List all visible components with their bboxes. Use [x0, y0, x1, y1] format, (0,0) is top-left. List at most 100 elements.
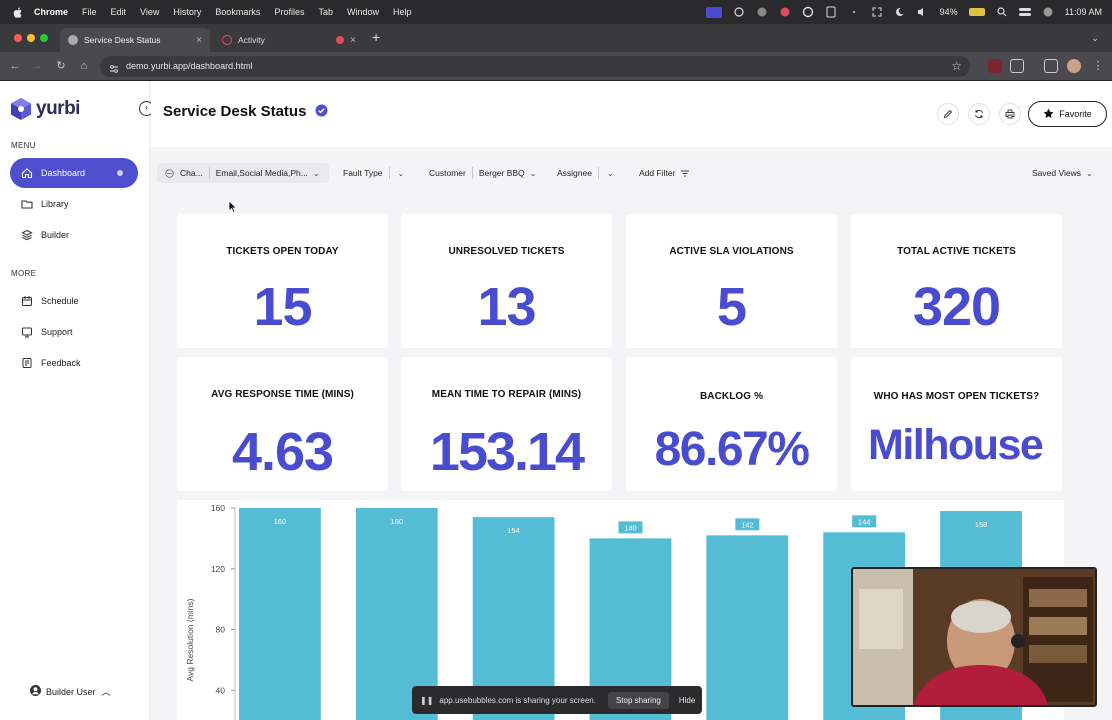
sidebar-item-dashboard[interactable]: Dashboard [10, 158, 138, 188]
cloud-icon[interactable] [733, 6, 745, 18]
volume-icon[interactable] [917, 6, 929, 18]
dots-icon[interactable] [848, 6, 860, 18]
y-tick-label: 120 [211, 564, 225, 574]
sidebar-item-support[interactable]: Support [10, 317, 138, 347]
y-tick-label: 40 [216, 685, 226, 695]
fault-type-label: Fault Type [343, 168, 383, 178]
site-info-icon[interactable] [109, 61, 119, 73]
menu-history[interactable]: History [173, 7, 202, 17]
sidebar-item-library[interactable]: Library [10, 189, 138, 219]
assignee-label: Assignee [557, 168, 592, 178]
extensions-puzzle-icon[interactable] [1010, 59, 1024, 73]
battery-icon[interactable] [968, 8, 985, 16]
kpi-card-backlog-percent[interactable]: BACKLOG % 86.67% [626, 357, 837, 491]
screen-share-message: app.usebubbles.com is sharing your scree… [439, 695, 596, 705]
close-tab-icon[interactable]: × [196, 34, 202, 46]
y-tick-label: 80 [216, 625, 226, 635]
sidebar-item-label: Dashboard [41, 168, 86, 178]
bookmark-star-icon[interactable]: ☆ [951, 59, 962, 73]
print-button[interactable] [999, 103, 1021, 125]
tab-service-desk-status[interactable]: Service Desk Status × [60, 28, 210, 52]
menu-tab[interactable]: Tab [318, 7, 333, 17]
refresh-button[interactable] [968, 103, 990, 125]
extension-icon[interactable] [988, 59, 1002, 73]
user-icon[interactable] [1042, 6, 1054, 18]
verified-badge-icon [315, 104, 328, 117]
filter-separator [471, 167, 473, 179]
menubar-app-name[interactable]: Chrome [34, 7, 69, 17]
back-icon[interactable]: ← [9, 60, 21, 72]
stop-sharing-button[interactable]: Stop sharing [607, 691, 669, 709]
tab-search-icon[interactable]: ⌄ [1091, 33, 1099, 43]
tab-activity[interactable]: Activity × [214, 28, 364, 52]
menu-profiles[interactable]: Profiles [274, 7, 305, 17]
bar[interactable] [706, 535, 789, 720]
screen-share-icon[interactable] [705, 6, 722, 18]
pause-icon[interactable]: ❚❚ [420, 695, 434, 705]
globe-icon [68, 35, 78, 45]
favorite-button[interactable]: Favorite [1028, 101, 1107, 127]
kpi-title: TOTAL ACTIVE TICKETS [897, 246, 1016, 257]
sidebar-item-builder[interactable]: Builder [10, 220, 138, 250]
calculator-icon[interactable] [825, 6, 837, 18]
tab-group-icon[interactable] [1044, 59, 1058, 73]
close-window-icon[interactable] [14, 34, 22, 42]
maximize-window-icon[interactable] [40, 34, 48, 42]
saved-views-dropdown[interactable]: Saved Views ⌄ [1032, 163, 1093, 183]
assignee-filter[interactable]: Assignee ⌄ [557, 163, 614, 183]
bar[interactable] [355, 508, 438, 720]
globe-icon[interactable] [756, 6, 768, 18]
forward-icon[interactable]: → [31, 60, 43, 72]
kpi-card-avg-response-time[interactable]: AVG RESPONSE TIME (MINS) 4.63 [177, 357, 388, 491]
user-avatar-icon [30, 685, 41, 698]
new-tab-icon[interactable]: + [372, 29, 381, 45]
webcam-overlay[interactable] [851, 567, 1097, 707]
moon-icon[interactable] [894, 6, 906, 18]
data-label: 144 [858, 517, 871, 526]
customer-filter-value: Berger BBQ [478, 168, 525, 178]
menu-view[interactable]: View [140, 7, 160, 17]
customer-filter-label: Customer [429, 168, 466, 178]
sidebar-item-feedback[interactable]: Feedback [10, 348, 138, 378]
reload-icon[interactable]: ↻ [56, 60, 66, 72]
activity-icon [222, 35, 232, 45]
kpi-value: 5 [716, 277, 747, 337]
fault-type-filter[interactable]: Fault Type ⌄ [343, 163, 404, 183]
home-icon[interactable]: ⌂ [80, 60, 88, 72]
kpi-card-mean-time-to-repair[interactable]: MEAN TIME TO REPAIR (MINS) 153.14 [401, 357, 612, 491]
customer-filter[interactable]: Customer Berger BBQ ⌄ [429, 163, 536, 183]
refresh-icon [975, 109, 983, 119]
profile-avatar[interactable] [1067, 59, 1081, 73]
bar[interactable] [239, 508, 321, 720]
apple-icon[interactable] [12, 6, 24, 18]
yurbi-logo-icon [11, 98, 31, 120]
expand-icon[interactable] [871, 6, 883, 18]
menu-window[interactable]: Window [346, 7, 379, 17]
edit-button[interactable] [937, 103, 959, 125]
kpi-card-unresolved-tickets[interactable]: UNRESOLVED TICKETS 13 [401, 214, 612, 348]
control-center-icon[interactable] [1018, 6, 1031, 18]
brand-logo[interactable]: yurbi [10, 97, 80, 121]
user-menu[interactable]: Builder User ︿ [30, 685, 111, 698]
sync-icon[interactable] [802, 6, 814, 18]
menu-help[interactable]: Help [392, 7, 412, 17]
kpi-card-total-active-tickets[interactable]: TOTAL ACTIVE TICKETS 320 [851, 214, 1062, 348]
browser-tabbar: Service Desk Status × Activity × [0, 24, 1112, 52]
kpi-card-active-sla-violations[interactable]: ACTIVE SLA VIOLATIONS 5 [626, 214, 837, 348]
menu-edit[interactable]: Edit [110, 7, 127, 17]
kpi-card-most-open-tickets[interactable]: WHO HAS MOST OPEN TICKETS? Milhouse [851, 357, 1062, 491]
sidebar-item-schedule[interactable]: Schedule [10, 286, 138, 316]
search-icon[interactable] [996, 6, 1008, 18]
pin-icon[interactable] [779, 6, 791, 18]
address-bar[interactable]: demo.yurbi.app/dashboard.html ☆ [100, 56, 970, 77]
kebab-menu-icon[interactable]: ⋮ [1092, 60, 1104, 72]
screen-share-bar: ❚❚ app.usebubbles.com is sharing your sc… [412, 686, 702, 714]
minimize-window-icon[interactable] [27, 34, 35, 42]
kpi-card-tickets-open-today[interactable]: TICKETS OPEN TODAY 15 [177, 214, 388, 348]
menu-file[interactable]: File [82, 7, 97, 17]
menu-bookmarks[interactable]: Bookmarks [215, 7, 261, 17]
channel-filter[interactable]: Cha... Email,Social Media,Ph... ⌄ [157, 163, 329, 183]
hide-share-bar-button[interactable]: Hide [678, 695, 696, 705]
add-filter-button[interactable]: Add Filter [639, 163, 690, 183]
close-tab-icon[interactable]: × [350, 34, 356, 46]
